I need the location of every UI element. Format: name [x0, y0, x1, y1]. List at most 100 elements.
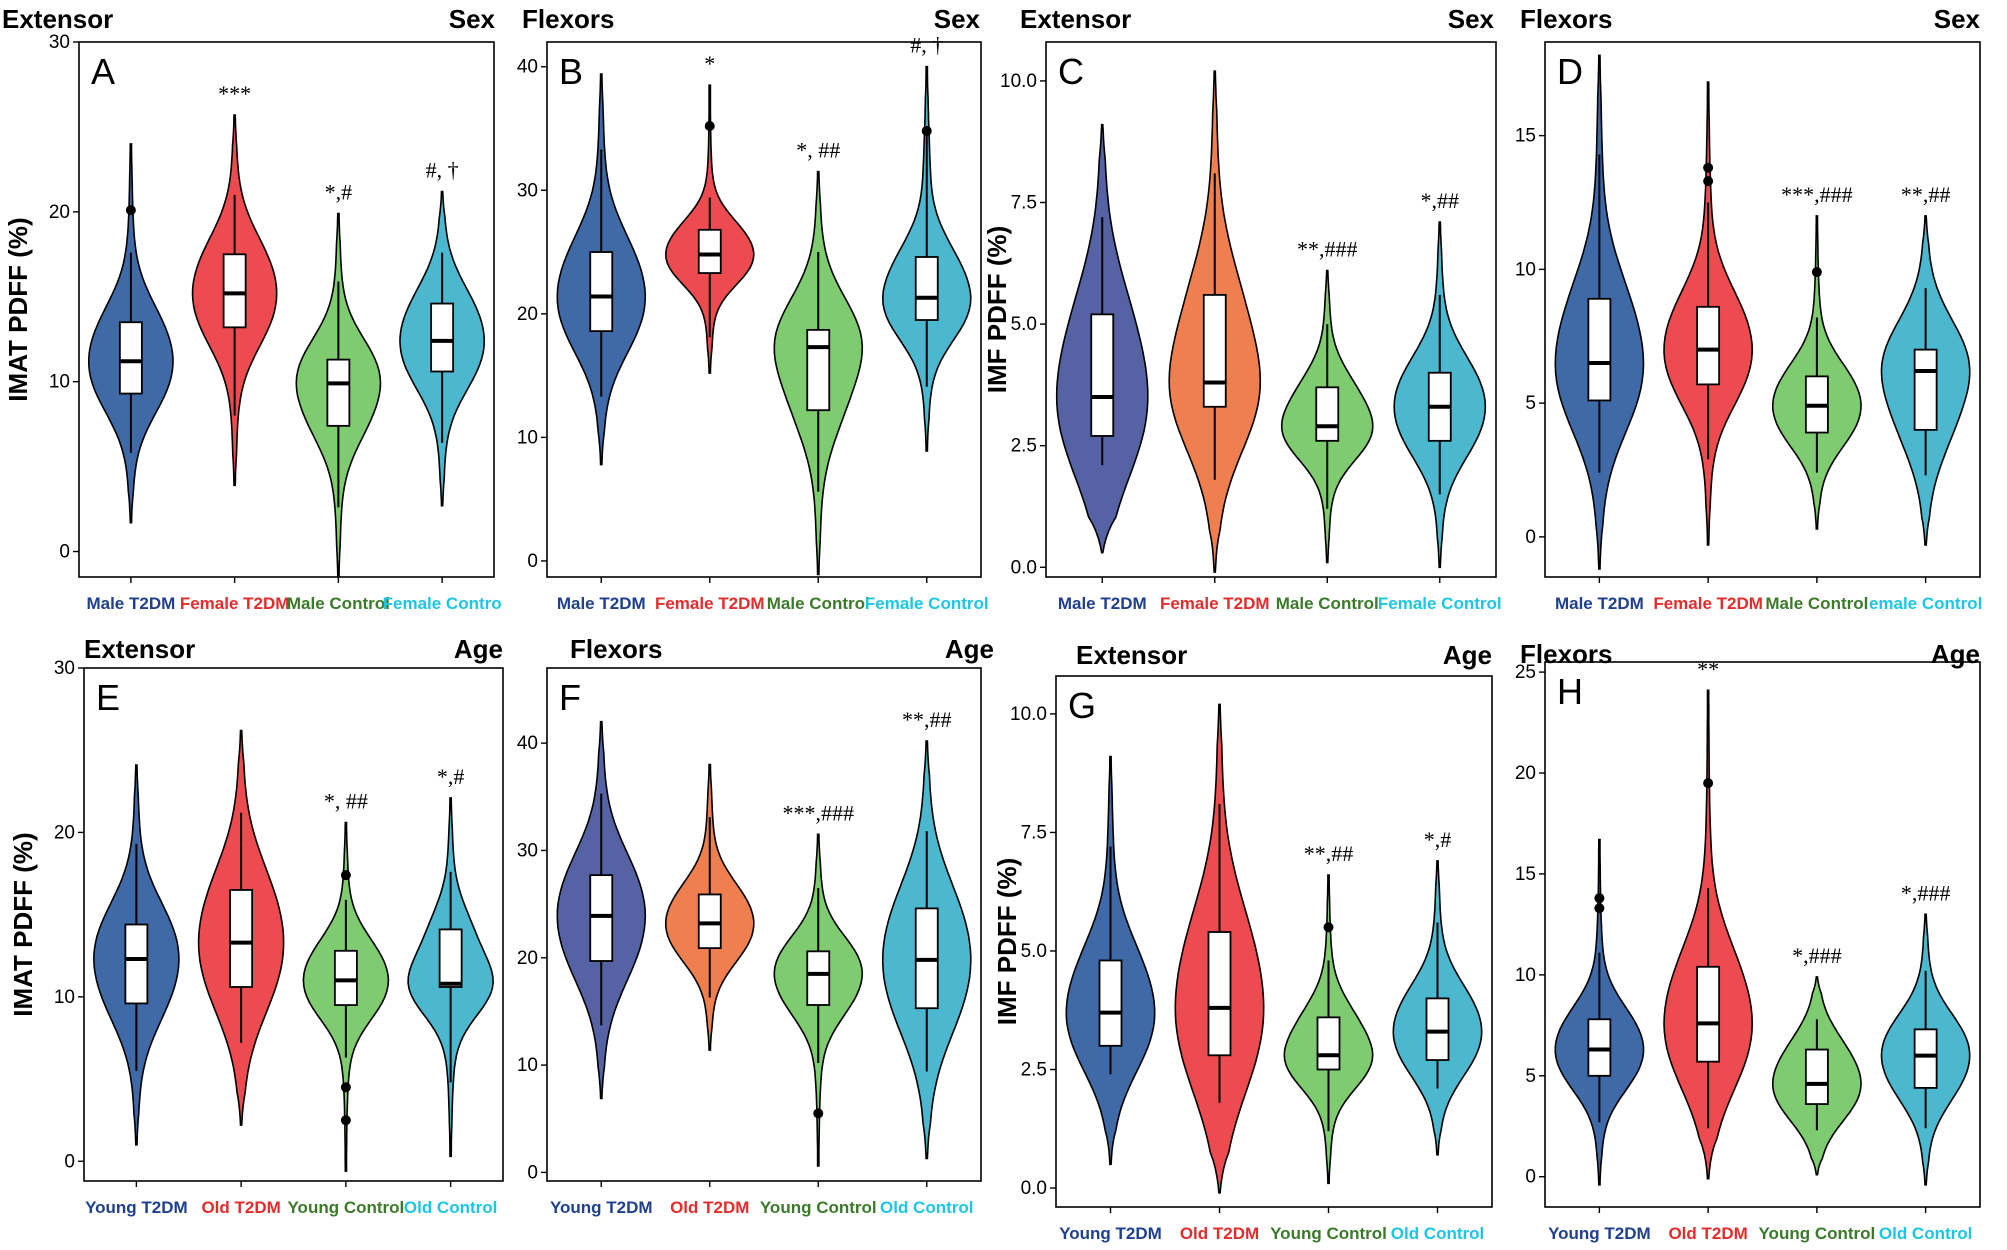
significance-label: *,# — [437, 764, 465, 789]
violin-male-t2dm: Male T2DM — [556, 73, 647, 613]
category-label: Old Control — [880, 1198, 973, 1217]
grouping-header: Sex — [449, 4, 496, 34]
y-tick-label: 15 — [1515, 126, 1536, 147]
iqr-box — [697, 228, 722, 274]
y-tick-label: 0 — [64, 1151, 75, 1172]
panel-letter: B — [559, 51, 583, 92]
y-tick-label: 20 — [49, 202, 70, 223]
significance-label: *,### — [1792, 943, 1842, 968]
category-label: Male Control — [1765, 594, 1868, 613]
category-label: Female T2DM — [1160, 594, 1270, 613]
violin-male-t2dm: Male T2DM — [86, 143, 175, 613]
category-label: Old T2DM — [670, 1198, 749, 1217]
category-label: Male Control — [767, 594, 870, 613]
plot-frame — [546, 667, 982, 1182]
violin-female-t2dm: *** Female T2DM — [180, 81, 290, 613]
y-tick-label: 7.5 — [1021, 822, 1047, 843]
y-axis-label: IMAT PDFF (%) — [3, 217, 33, 401]
outlier-point — [340, 870, 351, 881]
violin-old-control: **,## Old Control — [880, 707, 973, 1217]
outlier-point — [1703, 176, 1714, 187]
iqr-box — [1202, 294, 1227, 408]
y-tick-label: 30 — [54, 658, 75, 679]
violin-female-contro: #, † Female Contro — [383, 157, 502, 613]
y-tick-label: 5 — [1525, 1066, 1536, 1087]
violin-male-control: ***,### Male Control — [1765, 182, 1868, 613]
outlier-point — [704, 121, 715, 132]
significance-label: **,## — [1304, 841, 1354, 866]
y-tick-label: 15 — [1515, 864, 1536, 885]
plot-frame — [1055, 675, 1493, 1208]
y-tick-label: 0.0 — [1011, 557, 1037, 578]
y-tick-label: 0 — [1525, 1167, 1536, 1188]
iqr-box — [1587, 297, 1612, 402]
iqr-box — [1696, 305, 1721, 386]
iqr-box — [1207, 931, 1232, 1057]
category-label: Young T2DM — [1059, 1224, 1162, 1243]
iqr-box — [589, 251, 614, 333]
category-label: Young Control — [760, 1198, 877, 1217]
category-label: Old T2DM — [1180, 1224, 1259, 1243]
plot-frame — [1544, 661, 1981, 1208]
violin-young-control: *,### Young Control — [1758, 943, 1875, 1243]
category-label: emale Control — [1869, 594, 1982, 613]
category-label: Old Control — [1391, 1224, 1484, 1243]
y-tick-label: 30 — [517, 840, 538, 861]
iqr-box — [333, 949, 358, 1006]
muscle-header: Extensor — [1020, 4, 1131, 34]
plot-frame — [83, 667, 504, 1182]
muscle-header: Extensor — [1076, 640, 1187, 670]
grouping-header: Sex — [1448, 4, 1495, 34]
y-tick-label: 30 — [49, 32, 70, 53]
y-tick-label: 20 — [517, 304, 538, 325]
iqr-box — [1913, 1028, 1938, 1089]
y-tick-label: 25 — [1515, 662, 1536, 683]
significance-label: *,# — [1424, 827, 1452, 852]
violin-female-t2dm: Female T2DM — [1653, 81, 1763, 613]
panel-f: Flexors Age F 0 10 20 30 40 Young T2DM Old T2DM **… — [517, 634, 994, 1217]
y-tick-label: 20 — [517, 948, 538, 969]
category-label: Female T2DM — [655, 594, 765, 613]
category-label: Male T2DM — [1058, 594, 1147, 613]
panel-h: Flexors Age H 0 5 10 15 20 25 Young T2DM ** Old T2D… — [1515, 639, 1981, 1243]
violin-old-control: *,# Old Control — [1391, 827, 1484, 1243]
significance-label: **,### — [1297, 237, 1358, 262]
significance-label: ***,### — [1781, 182, 1853, 207]
iqr-box — [326, 358, 351, 427]
y-axis-label: IMF PDFF (%) — [982, 226, 1012, 394]
significance-label: *,## — [1421, 188, 1460, 213]
violin-young-t2dm: Young T2DM — [550, 720, 653, 1217]
y-tick-label: 10 — [54, 987, 75, 1008]
plot-frame — [1544, 41, 1981, 578]
panel-letter: G — [1068, 685, 1096, 726]
outlier-point — [1811, 267, 1822, 278]
iqr-box — [1696, 965, 1721, 1063]
iqr-box — [1587, 1018, 1612, 1077]
y-tick-label: 0 — [1525, 527, 1536, 548]
category-label: Young Control — [1758, 1224, 1875, 1243]
plot-frame — [78, 41, 495, 578]
iqr-box — [430, 302, 455, 373]
violin-female-control: *,## Female Control — [1378, 188, 1502, 613]
panel-letter: A — [91, 51, 115, 92]
violin-young-t2dm: Young T2DM — [1059, 755, 1162, 1243]
violin-male-control: *, ## Male Control — [767, 138, 870, 613]
grouping-header: Age — [1931, 639, 1980, 669]
violin-old-control: *,# Old Control — [404, 764, 497, 1217]
iqr-box — [124, 923, 149, 1005]
category-label: Young Control — [1270, 1224, 1387, 1243]
y-tick-label: 7.5 — [1011, 193, 1037, 214]
y-tick-label: 2.5 — [1021, 1060, 1047, 1081]
category-label: Male Control — [1276, 594, 1379, 613]
outlier-point — [1323, 922, 1334, 933]
significance-label: *,### — [1901, 880, 1951, 905]
significance-label: *,# — [325, 180, 353, 205]
iqr-box — [229, 889, 254, 988]
violin-young-t2dm: Young T2DM — [85, 764, 188, 1217]
y-tick-label: 2.5 — [1011, 436, 1037, 457]
category-label: Young Control — [287, 1198, 404, 1217]
panel-a: Extensor Sex A 0 10 20 30 IMAT PDFF (%) Male T2D… — [2, 4, 502, 613]
category-label: Female Control — [865, 594, 989, 613]
category-label: Old Control — [404, 1198, 497, 1217]
y-tick-label: 0 — [527, 551, 538, 572]
